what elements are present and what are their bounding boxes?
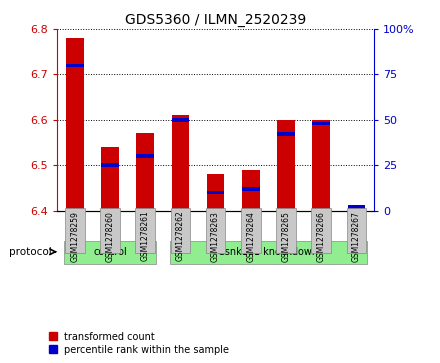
Text: GSM1278261: GSM1278261 [141, 211, 150, 261]
FancyBboxPatch shape [312, 208, 331, 253]
Bar [242, 187, 260, 191]
Bar [172, 118, 189, 122]
FancyBboxPatch shape [347, 208, 366, 253]
Bar [136, 154, 154, 158]
Bar [348, 205, 365, 209]
Legend: transformed count, percentile rank within the sample: transformed count, percentile rank withi… [49, 331, 229, 355]
Bar [101, 163, 119, 167]
Bar [172, 115, 189, 211]
Text: GSM1278263: GSM1278263 [211, 211, 220, 262]
Title: GDS5360 / ILMN_2520239: GDS5360 / ILMN_2520239 [125, 13, 306, 26]
Text: GSM1278262: GSM1278262 [176, 211, 185, 261]
Text: GSM1278259: GSM1278259 [70, 211, 79, 262]
FancyBboxPatch shape [65, 208, 84, 253]
Bar [242, 170, 260, 211]
Bar [348, 206, 365, 211]
FancyBboxPatch shape [170, 241, 367, 264]
FancyBboxPatch shape [206, 208, 225, 253]
Bar [277, 132, 295, 136]
Bar [66, 38, 84, 211]
Text: GSM1278260: GSM1278260 [106, 211, 114, 262]
FancyBboxPatch shape [64, 241, 156, 264]
Bar [312, 120, 330, 211]
Text: GSM1278267: GSM1278267 [352, 211, 361, 262]
Text: GSM1278264: GSM1278264 [246, 211, 255, 262]
Bar [101, 147, 119, 211]
Text: GSM1278265: GSM1278265 [282, 211, 290, 262]
Bar [207, 174, 224, 211]
Bar [277, 120, 295, 211]
FancyBboxPatch shape [171, 208, 190, 253]
FancyBboxPatch shape [276, 208, 296, 253]
Text: protocol: protocol [9, 247, 52, 257]
Text: Csnk1a1 knockdown: Csnk1a1 knockdown [218, 247, 319, 257]
Bar [66, 64, 84, 67]
Text: GSM1278266: GSM1278266 [317, 211, 326, 262]
FancyBboxPatch shape [136, 208, 155, 253]
FancyBboxPatch shape [241, 208, 260, 253]
Bar [136, 134, 154, 211]
FancyBboxPatch shape [100, 208, 120, 253]
Bar [207, 191, 224, 194]
Text: control: control [93, 247, 127, 257]
Bar [312, 122, 330, 125]
